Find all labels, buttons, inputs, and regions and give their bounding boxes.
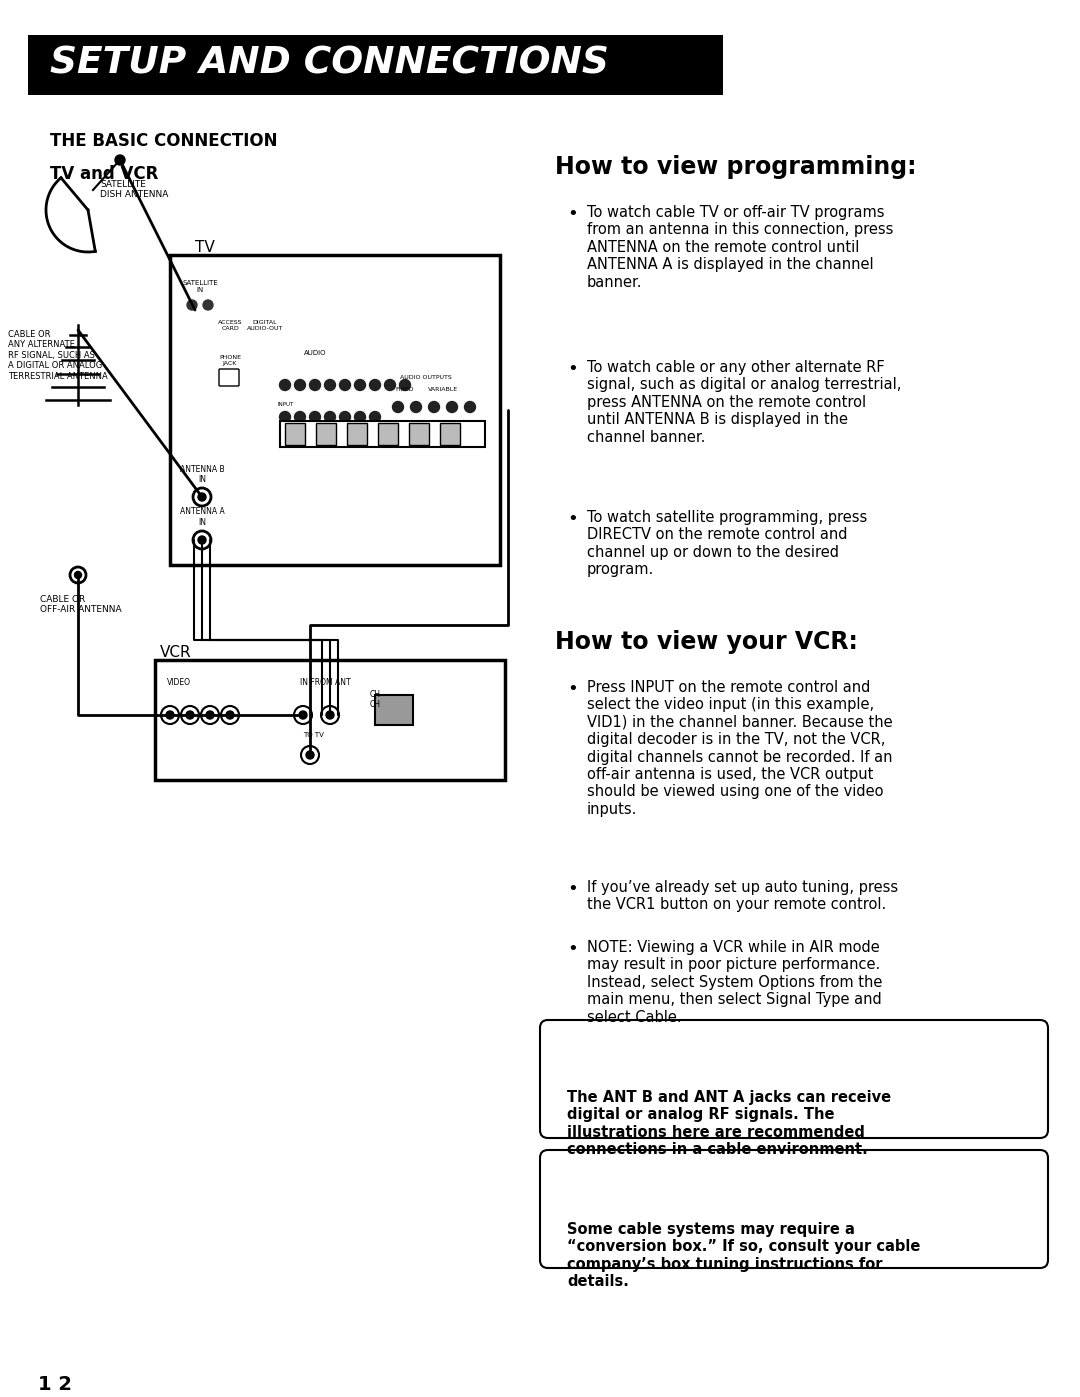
Text: •: • bbox=[567, 680, 578, 698]
Text: •: • bbox=[567, 360, 578, 379]
Text: IN: IN bbox=[198, 518, 206, 527]
Text: TO TV: TO TV bbox=[303, 732, 324, 738]
Circle shape bbox=[392, 401, 404, 412]
FancyBboxPatch shape bbox=[440, 423, 460, 446]
Text: TV: TV bbox=[195, 240, 215, 256]
Text: To watch cable or any other alternate RF
signal, such as digital or analog terre: To watch cable or any other alternate RF… bbox=[588, 360, 902, 444]
Circle shape bbox=[186, 711, 194, 719]
Text: INPUT: INPUT bbox=[278, 402, 294, 407]
FancyBboxPatch shape bbox=[378, 423, 399, 446]
Text: To watch satellite programming, press
DIRECTV on the remote control and
channel : To watch satellite programming, press DI… bbox=[588, 510, 867, 577]
Circle shape bbox=[354, 412, 365, 422]
Circle shape bbox=[324, 412, 336, 422]
Circle shape bbox=[400, 380, 410, 391]
Circle shape bbox=[446, 401, 458, 412]
Text: SATELLITE
IN: SATELLITE IN bbox=[183, 279, 218, 293]
Circle shape bbox=[206, 711, 214, 719]
FancyBboxPatch shape bbox=[285, 423, 305, 446]
FancyBboxPatch shape bbox=[156, 659, 505, 780]
FancyBboxPatch shape bbox=[316, 423, 336, 446]
Circle shape bbox=[166, 711, 174, 719]
Text: NOTE: Viewing a VCR while in AIR mode
may result in poor picture performance.
In: NOTE: Viewing a VCR while in AIR mode ma… bbox=[588, 940, 882, 1024]
Text: •: • bbox=[567, 510, 578, 528]
Text: CABLE OR
OFF-AIR ANTENNA: CABLE OR OFF-AIR ANTENNA bbox=[40, 595, 122, 615]
Text: AUDIO: AUDIO bbox=[303, 351, 326, 356]
Circle shape bbox=[198, 536, 206, 543]
FancyBboxPatch shape bbox=[409, 423, 429, 446]
FancyBboxPatch shape bbox=[540, 1020, 1048, 1139]
Text: ACCESS
CARD: ACCESS CARD bbox=[218, 320, 242, 331]
Text: FIXED: FIXED bbox=[395, 387, 414, 393]
Text: The ANT B and ANT A jacks can receive
digital or analog RF signals. The
illustra: The ANT B and ANT A jacks can receive di… bbox=[567, 1090, 891, 1157]
Circle shape bbox=[306, 752, 314, 759]
Text: SETUP AND CONNECTIONS: SETUP AND CONNECTIONS bbox=[50, 45, 609, 81]
Circle shape bbox=[295, 412, 306, 422]
Circle shape bbox=[226, 711, 234, 719]
Circle shape bbox=[339, 380, 351, 391]
Circle shape bbox=[203, 300, 213, 310]
Circle shape bbox=[410, 401, 421, 412]
Circle shape bbox=[369, 380, 380, 391]
Circle shape bbox=[295, 380, 306, 391]
Text: •: • bbox=[567, 880, 578, 898]
FancyBboxPatch shape bbox=[375, 694, 413, 725]
FancyBboxPatch shape bbox=[219, 369, 239, 386]
Circle shape bbox=[354, 380, 365, 391]
Circle shape bbox=[299, 711, 307, 719]
Circle shape bbox=[310, 412, 321, 422]
Text: CH
CH: CH CH bbox=[370, 690, 381, 710]
Circle shape bbox=[326, 711, 334, 719]
Text: AUDIO OUTPUTS: AUDIO OUTPUTS bbox=[400, 374, 451, 380]
Text: VIDEO: VIDEO bbox=[167, 678, 191, 687]
Text: Some cable systems may require a
“conversion box.” If so, consult your cable
com: Some cable systems may require a “conver… bbox=[567, 1222, 920, 1289]
Text: VCR: VCR bbox=[160, 645, 191, 659]
Circle shape bbox=[429, 401, 440, 412]
Text: IN FROM ANT: IN FROM ANT bbox=[300, 678, 351, 687]
Circle shape bbox=[114, 155, 125, 165]
Text: How to view your VCR:: How to view your VCR: bbox=[555, 630, 858, 654]
Text: ANTENNA B
IN: ANTENNA B IN bbox=[179, 465, 225, 485]
Text: PHONE
JACK: PHONE JACK bbox=[219, 355, 241, 366]
Circle shape bbox=[75, 571, 81, 578]
Text: •: • bbox=[567, 940, 578, 958]
FancyBboxPatch shape bbox=[540, 1150, 1048, 1268]
Text: If you’ve already set up auto tuning, press
the VCR1 button on your remote contr: If you’ve already set up auto tuning, pr… bbox=[588, 880, 899, 912]
Text: How to view programming:: How to view programming: bbox=[555, 155, 917, 179]
Circle shape bbox=[187, 300, 197, 310]
Text: 1 2: 1 2 bbox=[38, 1375, 72, 1394]
Text: TV and VCR: TV and VCR bbox=[50, 165, 159, 183]
Text: To watch cable TV or off-air TV programs
from an antenna in this connection, pre: To watch cable TV or off-air TV programs… bbox=[588, 205, 893, 289]
Circle shape bbox=[310, 380, 321, 391]
FancyBboxPatch shape bbox=[28, 35, 723, 95]
Circle shape bbox=[280, 380, 291, 391]
Text: Press INPUT on the remote control and
select the video input (in this example,
V: Press INPUT on the remote control and se… bbox=[588, 680, 893, 817]
Circle shape bbox=[369, 412, 380, 422]
Text: VARIABLE: VARIABLE bbox=[428, 387, 458, 393]
Text: SATELLITE
DISH ANTENNA: SATELLITE DISH ANTENNA bbox=[100, 180, 168, 200]
Circle shape bbox=[339, 412, 351, 422]
Circle shape bbox=[384, 380, 395, 391]
Circle shape bbox=[280, 412, 291, 422]
FancyBboxPatch shape bbox=[170, 256, 500, 564]
Text: DIGITAL
AUDIO-OUT: DIGITAL AUDIO-OUT bbox=[247, 320, 283, 331]
Text: THE BASIC CONNECTION: THE BASIC CONNECTION bbox=[50, 131, 278, 149]
Text: •: • bbox=[567, 205, 578, 224]
Circle shape bbox=[324, 380, 336, 391]
Circle shape bbox=[198, 493, 206, 502]
FancyBboxPatch shape bbox=[280, 420, 485, 447]
FancyBboxPatch shape bbox=[347, 423, 367, 446]
Circle shape bbox=[464, 401, 475, 412]
Text: CABLE OR
ANY ALTERNATE
RF SIGNAL, SUCH AS
A DIGITAL OR ANALOG
TERRESTRIAL ANTENN: CABLE OR ANY ALTERNATE RF SIGNAL, SUCH A… bbox=[8, 330, 108, 380]
Text: ANTENNA A: ANTENNA A bbox=[179, 507, 225, 515]
